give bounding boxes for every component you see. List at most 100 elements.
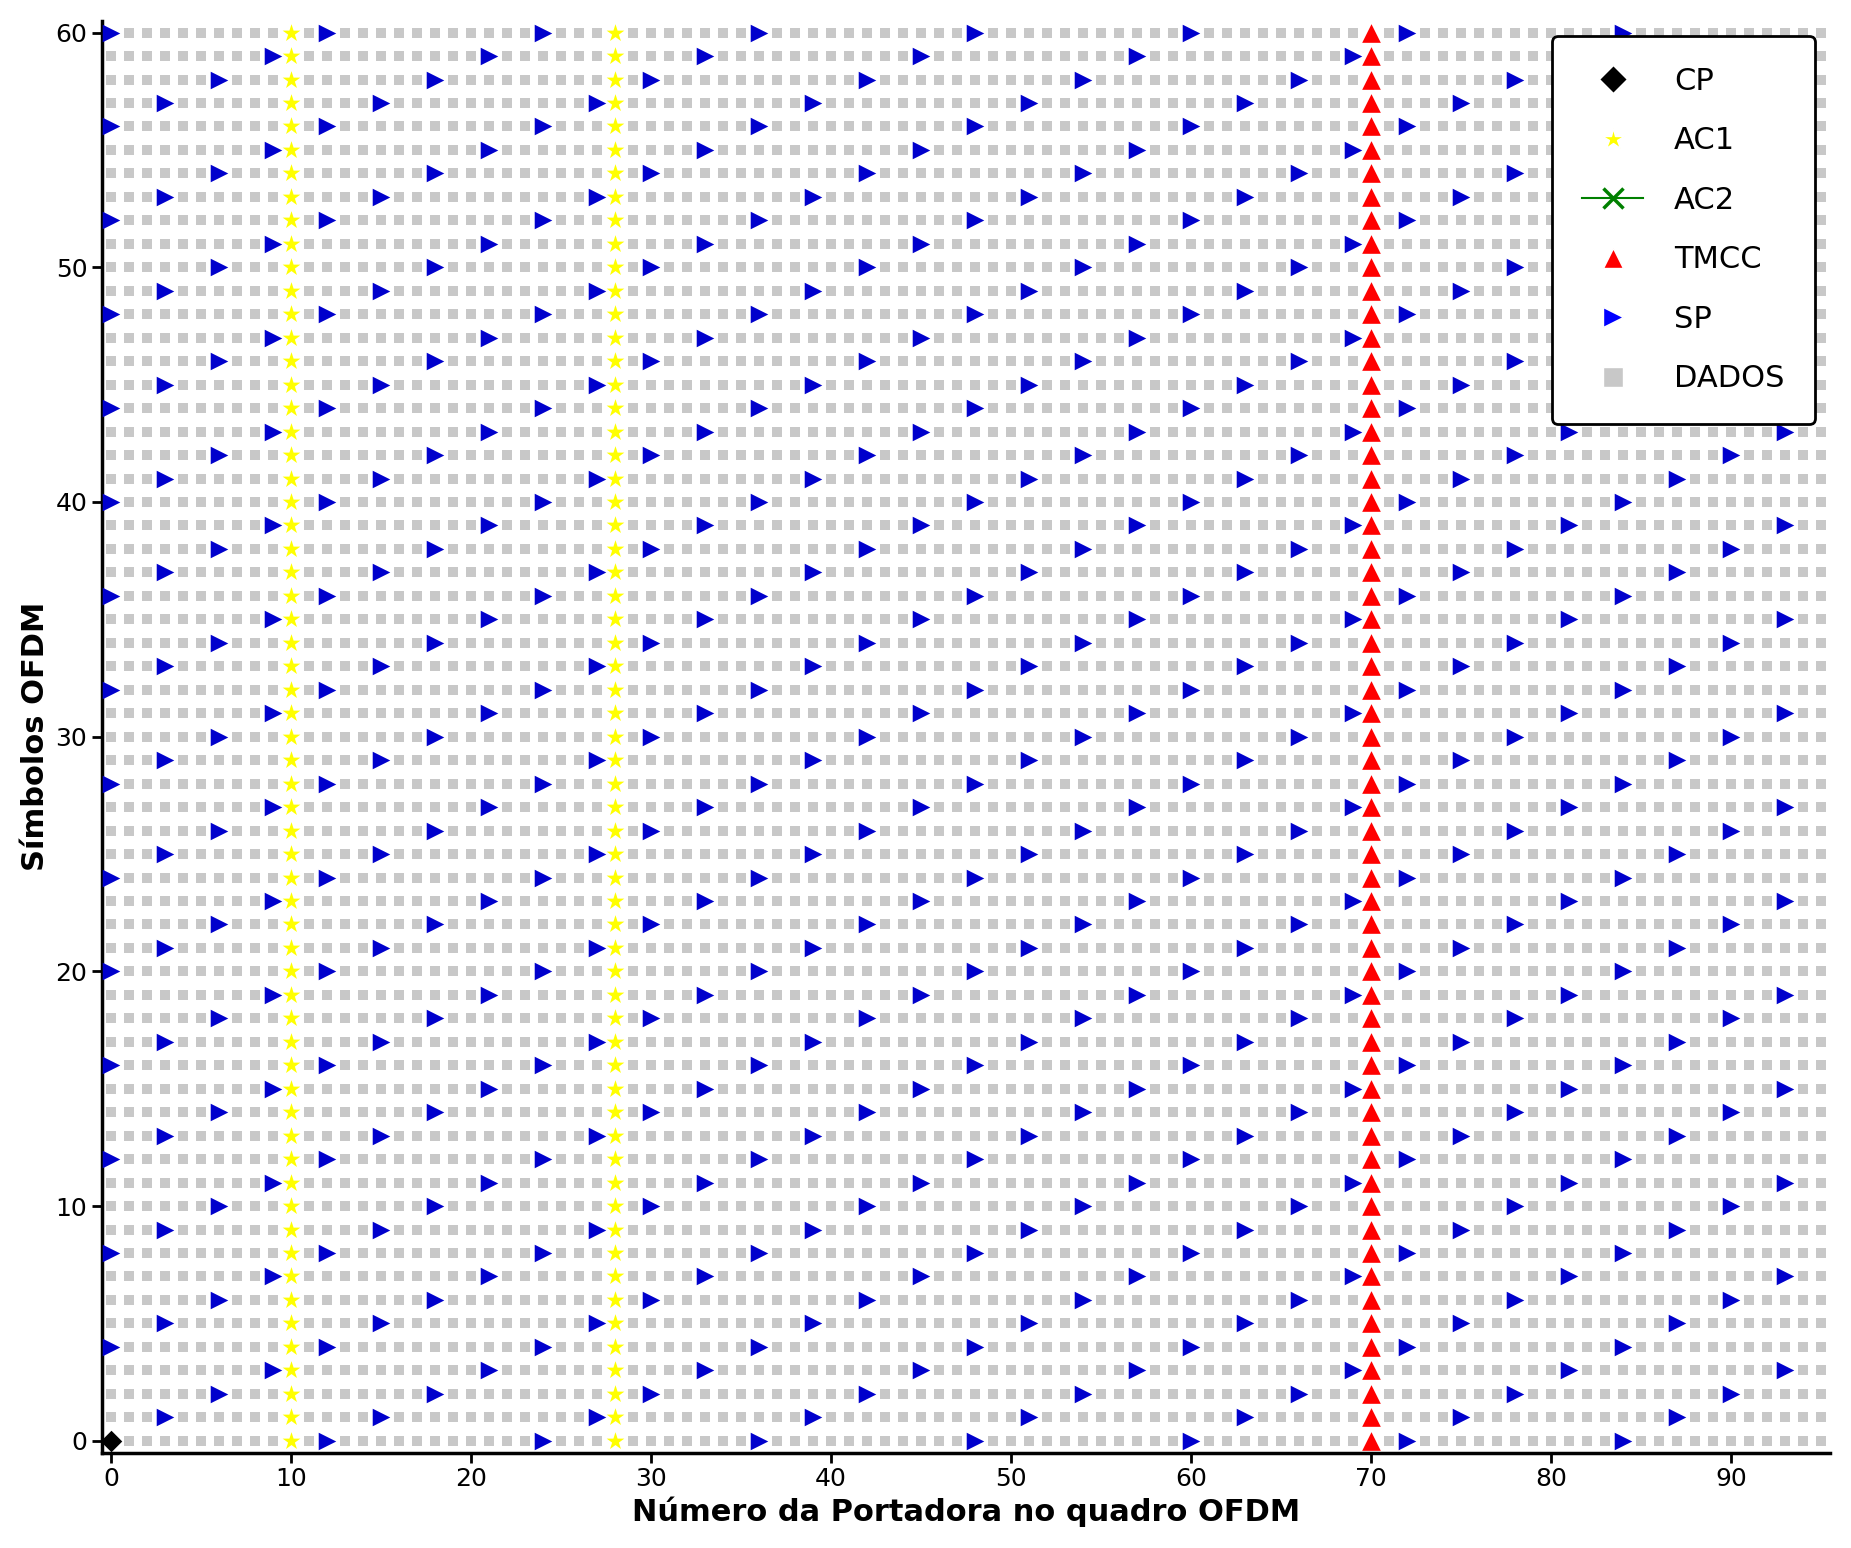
- Point: [907, 889, 937, 913]
- Point: [835, 1406, 864, 1430]
- Point: [115, 325, 144, 350]
- Point: [1536, 819, 1566, 844]
- Point: [241, 1381, 270, 1406]
- Point: [1159, 1406, 1188, 1430]
- Point: [1501, 184, 1531, 209]
- Point: [1122, 184, 1151, 209]
- Point: [779, 1358, 809, 1382]
- Point: [1033, 115, 1062, 139]
- Point: [222, 231, 252, 255]
- Point: [222, 1358, 252, 1382]
- Point: [546, 1406, 576, 1430]
- Point: [1429, 1240, 1459, 1265]
- Point: [1753, 1381, 1783, 1406]
- Point: [1681, 1170, 1710, 1195]
- Point: [511, 960, 540, 985]
- Point: [996, 1194, 1025, 1218]
- Point: [1464, 512, 1494, 537]
- Point: [257, 819, 287, 844]
- Point: [492, 584, 522, 608]
- Point: [528, 20, 557, 45]
- Point: [1627, 865, 1657, 890]
- Point: [115, 935, 144, 960]
- Point: [1446, 20, 1475, 45]
- Point: [1410, 1006, 1440, 1031]
- Point: [996, 489, 1025, 514]
- Point: [294, 115, 324, 139]
- Point: [798, 1311, 827, 1336]
- Point: [187, 372, 217, 396]
- Point: [1087, 1029, 1116, 1054]
- Point: [222, 372, 252, 396]
- Point: [942, 1217, 972, 1241]
- Point: [366, 325, 396, 350]
- Point: [1014, 701, 1044, 726]
- Point: [1231, 184, 1261, 209]
- Point: [744, 1288, 774, 1313]
- Point: [1159, 115, 1188, 139]
- Point: [1681, 489, 1710, 514]
- Point: [1807, 584, 1836, 608]
- Point: [1753, 653, 1783, 678]
- Point: [204, 912, 233, 937]
- Point: [1338, 20, 1368, 45]
- Point: [1518, 184, 1547, 209]
- Point: [187, 748, 217, 772]
- Point: [1175, 653, 1205, 678]
- Point: [150, 489, 180, 514]
- Point: [1662, 1170, 1692, 1195]
- Point: [709, 1311, 739, 1336]
- Point: [763, 630, 792, 655]
- Point: [1483, 67, 1512, 91]
- Point: [1410, 912, 1440, 937]
- Point: [1303, 184, 1333, 209]
- Point: [600, 537, 629, 562]
- Point: [1338, 771, 1368, 796]
- Point: [150, 584, 180, 608]
- Point: [1662, 607, 1692, 632]
- Point: [385, 1358, 415, 1382]
- Point: [1014, 537, 1044, 562]
- Point: [888, 231, 918, 255]
- Point: [150, 1006, 180, 1031]
- Point: [1122, 1099, 1151, 1124]
- Point: [150, 67, 180, 91]
- Point: [492, 325, 522, 350]
- Point: [870, 420, 900, 444]
- Point: [222, 842, 252, 867]
- Point: [690, 43, 720, 68]
- Point: [1734, 1124, 1764, 1149]
- Point: [835, 912, 864, 937]
- Point: [1410, 771, 1440, 796]
- Point: [1571, 1124, 1601, 1149]
- Point: [439, 67, 468, 91]
- Point: [294, 935, 324, 960]
- Point: [1033, 819, 1062, 844]
- Point: [1501, 466, 1531, 491]
- Point: [961, 794, 990, 819]
- Point: [455, 842, 485, 867]
- Point: [241, 207, 270, 232]
- Point: [1122, 865, 1151, 890]
- Point: [150, 20, 180, 45]
- Point: [1357, 794, 1386, 819]
- Point: [257, 1240, 287, 1265]
- Point: [150, 1406, 180, 1430]
- Point: [816, 1099, 846, 1124]
- Point: [329, 43, 359, 68]
- Point: [1087, 20, 1116, 45]
- Point: [1501, 348, 1531, 373]
- Point: [1410, 819, 1440, 844]
- Point: [779, 255, 809, 280]
- Point: [1483, 1124, 1512, 1149]
- Point: [888, 1358, 918, 1382]
- Point: [1392, 1429, 1422, 1454]
- Point: [150, 653, 180, 678]
- Point: [942, 1194, 972, 1218]
- Point: [888, 325, 918, 350]
- Point: [1212, 184, 1242, 209]
- Point: [1609, 1406, 1638, 1430]
- Point: [257, 396, 287, 421]
- Point: [907, 512, 937, 537]
- Point: [672, 138, 702, 163]
